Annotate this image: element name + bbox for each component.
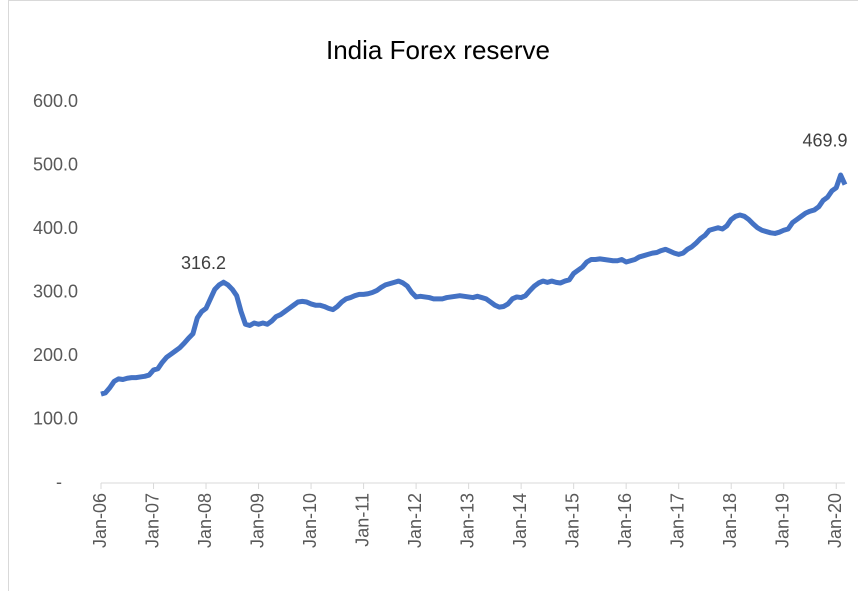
x-tick-label: Jan-19: [772, 493, 792, 548]
x-tick-label: Jan-17: [667, 493, 687, 548]
x-tick-label: Jan-20: [825, 493, 845, 548]
y-tick-label: -: [56, 472, 62, 492]
x-tick-label: Jan-07: [142, 493, 162, 548]
y-tick-label: 600.0: [33, 91, 78, 111]
x-tick-label: Jan-11: [352, 493, 372, 547]
x-tick-label: Jan-08: [195, 493, 215, 548]
x-tick-label: Jan-09: [247, 493, 267, 548]
x-tick-label: Jan-13: [457, 493, 477, 548]
x-tick-label: Jan-12: [405, 493, 425, 548]
x-tick-label: Jan-14: [510, 493, 530, 548]
y-tick-label: 300.0: [33, 281, 78, 301]
data-label: 469.9: [802, 130, 847, 150]
chart-border: [8, 0, 858, 591]
x-tick-label: Jan-15: [562, 493, 582, 548]
y-tick-label: 400.0: [33, 218, 78, 238]
x-tick-label: Jan-10: [300, 493, 320, 548]
y-tick-label: 500.0: [33, 154, 78, 174]
y-tick-label: 200.0: [33, 345, 78, 365]
x-tick-label: Jan-06: [90, 493, 110, 548]
chart-title: India Forex reserve: [326, 35, 550, 65]
x-tick-label: Jan-16: [615, 493, 635, 548]
data-label: 316.2: [181, 253, 226, 273]
x-tick-label: Jan-18: [720, 493, 740, 548]
line: [100, 172, 848, 397]
y-tick-label: 100.0: [33, 408, 78, 428]
